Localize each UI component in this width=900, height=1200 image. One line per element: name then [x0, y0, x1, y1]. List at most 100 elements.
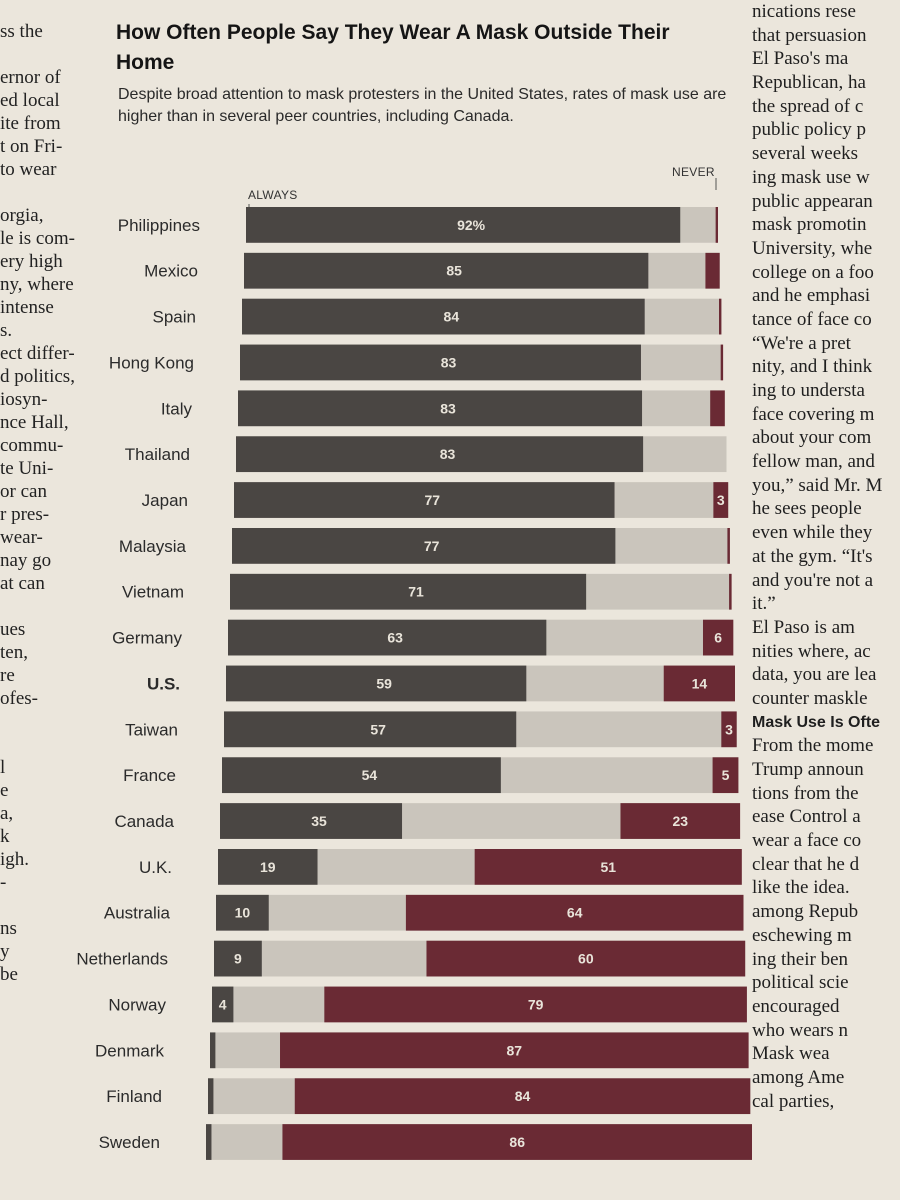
value-label-never: 60 — [578, 951, 594, 967]
article-line: ofes- — [0, 688, 38, 709]
article-line: ns — [0, 918, 17, 939]
bar-never — [702, 619, 734, 656]
bar-always — [222, 757, 501, 794]
chart-subtitle: Despite broad attention to mask proteste… — [118, 86, 727, 125]
value-label-always: 10 — [235, 905, 251, 921]
value-label-never: 3 — [725, 721, 733, 737]
country-label: Taiwan — [125, 720, 178, 739]
value-label-always: 77 — [424, 492, 440, 508]
country-label: Germany — [112, 629, 182, 648]
article-line: igh. — [0, 849, 30, 870]
article-line: at the gym. “It's — [752, 545, 873, 567]
article-line: eschewing m — [752, 924, 852, 946]
bar-never — [715, 207, 718, 243]
country-label: U.K. — [139, 858, 172, 877]
article-line: nications rese — [752, 1, 856, 22]
article-line: Republican, ha — [752, 72, 866, 94]
article-line: encouraged — [752, 995, 840, 1017]
bar-never — [729, 573, 732, 610]
bar-always — [206, 1124, 212, 1160]
article-line: face covering m — [752, 403, 875, 425]
article-line: the spread of c — [752, 95, 864, 117]
bar-always — [232, 528, 616, 564]
value-label-never: 87 — [507, 1042, 523, 1058]
value-label-always: 63 — [387, 630, 403, 646]
article-line: ing to understa — [752, 380, 865, 401]
value-label-never: 84 — [515, 1088, 531, 1104]
article-line: clear that he d — [752, 853, 860, 875]
value-label-always: 71 — [408, 584, 424, 600]
article-line: orgia, — [0, 205, 44, 226]
country-label: Sweden — [99, 1133, 160, 1152]
article-line: iosyn- — [0, 389, 48, 410]
bar-never — [663, 665, 735, 702]
bar-never — [280, 1032, 749, 1069]
article-line: public appearan — [752, 190, 873, 212]
bar-always — [238, 390, 643, 427]
value-label-never: 64 — [567, 905, 583, 921]
article-line: le is com- — [0, 228, 75, 249]
article-line: ery high — [0, 251, 63, 272]
article-line: he sees people — [752, 498, 862, 520]
bar-never — [294, 1078, 751, 1115]
value-label-always: 35 — [311, 813, 327, 829]
axis-label-always: ALWAYS — [248, 188, 298, 202]
bar-never — [720, 344, 724, 381]
article-line: ect differ- — [0, 343, 75, 364]
article-line: d politics, — [0, 366, 75, 387]
bar-always — [236, 436, 644, 473]
article-line: mask promotin — [752, 214, 867, 236]
bar-always — [212, 986, 234, 1023]
article-line: El Paso is am — [752, 616, 855, 638]
bar-never — [713, 482, 729, 518]
country-label: Thailand — [125, 445, 190, 464]
article-line: you,” said Mr. M — [752, 474, 883, 496]
bar-never — [324, 986, 747, 1023]
article-line: tions from the — [752, 782, 859, 804]
chart-title: How Often People Say They Wear A Mask Ou… — [116, 21, 670, 74]
bar-never — [474, 849, 742, 885]
article-line: “We're a pret — [752, 332, 851, 354]
article-line: be — [0, 964, 18, 985]
article-line: political scie — [752, 972, 849, 994]
article-line: that persuasion — [752, 24, 867, 46]
article-line: among Repub — [752, 901, 859, 923]
country-label: Australia — [104, 904, 171, 923]
article-line: fellow man, and — [752, 451, 875, 473]
article-line: who wears n — [752, 1019, 849, 1041]
article-line: s. — [0, 320, 13, 341]
value-label-always: 9 — [234, 951, 242, 967]
article-line: ing their ben — [752, 948, 849, 970]
bar-never — [282, 1124, 752, 1160]
article-subhead: Mask Use Is Ofte — [752, 713, 881, 731]
article-line: or can — [0, 481, 47, 502]
article-line: ease Control a — [752, 806, 861, 828]
article-line: counter maskle — [752, 687, 868, 709]
value-label-always: 77 — [424, 538, 440, 554]
bar-always — [246, 207, 681, 243]
value-label-always: 92% — [457, 217, 486, 233]
country-label: Japan — [142, 491, 188, 510]
bar-always — [244, 252, 649, 289]
bar-always — [228, 619, 547, 656]
value-label-always: 83 — [441, 354, 457, 370]
article-line: k — [0, 826, 10, 847]
article-line: ing mask use w — [752, 166, 870, 188]
article-line: ite from — [0, 113, 61, 134]
article-line: college on a foo — [752, 261, 874, 283]
article-line: public policy p — [752, 119, 866, 141]
country-label: Philippines — [118, 216, 200, 235]
article-line: nce Hall, — [0, 412, 69, 433]
bar-always — [240, 344, 641, 381]
bar-always — [214, 940, 262, 977]
country-label: Canada — [114, 812, 174, 831]
value-label-always: 59 — [376, 675, 392, 691]
bar-never — [620, 803, 741, 839]
bar-never — [727, 528, 730, 564]
value-label-always: 85 — [446, 263, 462, 279]
article-line: data, you are lea — [752, 664, 877, 686]
article-line: and you're not a — [752, 569, 874, 591]
country-label: Malaysia — [119, 537, 187, 556]
article-line: ny, where — [0, 274, 74, 295]
article-line: Mask wea — [752, 1043, 830, 1065]
